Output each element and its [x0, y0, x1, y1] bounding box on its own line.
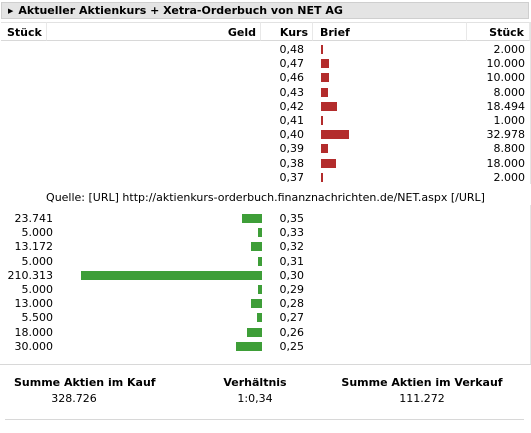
buy-order-row: 210.313 0,30	[0, 269, 531, 283]
ratio-label: Verhältnis	[223, 376, 287, 389]
sell-kurs: 0,40	[279, 128, 305, 142]
sell-volume-bar	[321, 144, 328, 154]
buy-volume-bar	[258, 228, 262, 238]
sell-kurs: 0,39	[279, 142, 305, 156]
sell-volume-bar	[321, 172, 323, 182]
buy-kurs: 0,33	[279, 226, 305, 240]
sell-order-row: 0,47 10.000	[0, 57, 531, 71]
sum-verkauf-label: Summe Aktien im Verkauf	[341, 376, 503, 389]
buy-volume-bar	[81, 270, 262, 280]
divider	[5, 419, 524, 420]
sell-volume-bar	[321, 73, 329, 83]
sell-kurs: 0,37	[279, 170, 305, 184]
sell-volume-bar	[321, 59, 329, 69]
col-geld: Geld	[47, 22, 261, 41]
sell-kurs: 0,48	[279, 43, 305, 56]
sum-verkauf-value: 111.272	[399, 392, 445, 405]
buy-kurs: 0,26	[279, 325, 305, 339]
buy-order-row: 13.000 0,28	[0, 297, 531, 311]
sell-volume-bar	[321, 158, 336, 168]
buy-stueck: 18.000	[14, 325, 54, 339]
buy-order-row: 30.000 0,25	[0, 340, 531, 354]
buy-volume-bar	[236, 341, 262, 351]
col-brief: Brief	[313, 22, 467, 41]
sell-order-row: 0,48 2.000	[0, 43, 531, 57]
sell-order-row: 0,46 10.000	[0, 71, 531, 85]
sell-order-row: 0,43 8.000	[0, 86, 531, 100]
sum-kauf-value: 328.726	[51, 392, 97, 405]
sell-stueck: 1.000	[493, 114, 526, 127]
sell-stueck: 18.000	[486, 156, 526, 170]
sell-kurs: 0,47	[279, 57, 305, 71]
sell-kurs: 0,43	[279, 85, 305, 99]
buy-volume-bar	[258, 285, 262, 294]
buy-kurs: 0,35	[279, 212, 305, 225]
buy-volume-bar	[258, 256, 262, 266]
buy-order-row: 5.500 0,27	[0, 311, 531, 325]
buy-kurs: 0,28	[279, 297, 305, 311]
buy-order-row: 5.000 0,29	[0, 283, 531, 297]
buy-kurs: 0,27	[279, 311, 305, 325]
buy-order-row: 23.741 0,35	[0, 212, 531, 226]
sum-kauf-label: Summe Aktien im Kauf	[14, 376, 156, 389]
col-stueck-left: Stück	[1, 22, 47, 41]
sell-volume-bar	[321, 87, 328, 97]
sell-stueck: 2.000	[493, 43, 526, 56]
buy-kurs: 0,31	[279, 254, 305, 268]
buy-volume-bar	[242, 214, 262, 223]
buy-stueck: 5.500	[21, 311, 54, 325]
buy-order-row: 5.000 0,31	[0, 255, 531, 269]
sell-stueck: 10.000	[486, 57, 526, 71]
buy-stueck: 5.000	[21, 254, 54, 268]
buy-volume-bar	[251, 299, 262, 309]
buy-order-row: 18.000 0,26	[0, 326, 531, 340]
sell-stueck: 8.000	[493, 85, 526, 99]
buy-stueck: 5.000	[21, 283, 54, 296]
buy-volume-bar	[251, 242, 262, 252]
sell-kurs: 0,46	[279, 71, 305, 85]
sell-kurs: 0,42	[279, 99, 305, 113]
sell-stueck: 32.978	[486, 128, 526, 142]
buy-kurs: 0,29	[279, 283, 305, 296]
sell-stueck: 10.000	[486, 71, 526, 85]
sell-volume-bar	[321, 101, 337, 111]
sell-stueck: 2.000	[493, 170, 526, 184]
source-text: Quelle: [URL] http://aktienkurs-orderbuc…	[46, 191, 485, 204]
expand-arrow-icon: ▶	[8, 7, 14, 15]
widget-header[interactable]: ▶ Aktueller Aktienkurs + Xetra-Orderbuch …	[1, 2, 529, 19]
divider	[0, 364, 531, 365]
col-kurs: Kurs	[261, 22, 313, 41]
sell-volume-bar	[321, 45, 323, 54]
sell-volume-bar	[321, 130, 349, 140]
sell-kurs: 0,38	[279, 156, 305, 170]
sell-volume-bar	[321, 116, 323, 125]
buy-kurs: 0,32	[279, 240, 305, 254]
buy-kurs: 0,25	[279, 339, 305, 353]
sell-kurs: 0,41	[279, 114, 305, 127]
sell-order-row: 0,38 18.000	[0, 157, 531, 171]
sell-order-row: 0,37 2.000	[0, 171, 531, 185]
sell-order-row: 0,42 18.494	[0, 100, 531, 114]
sell-stueck: 8.800	[493, 142, 526, 156]
buy-kurs: 0,30	[279, 268, 305, 282]
sell-stueck: 18.494	[486, 99, 526, 113]
buy-stueck: 210.313	[7, 268, 54, 282]
buy-volume-bar	[247, 327, 262, 337]
col-stueck-right: Stück	[467, 22, 530, 41]
ratio-value: 1:0,34	[237, 392, 273, 405]
buy-stueck: 13.172	[14, 240, 54, 254]
widget-title: Aktueller Aktienkurs + Xetra-Orderbuch v…	[18, 4, 343, 17]
buy-order-row: 5.000 0,33	[0, 226, 531, 240]
buy-stueck: 13.000	[14, 297, 54, 311]
buy-volume-bar	[257, 313, 262, 323]
sell-order-row: 0,41 1.000	[0, 114, 531, 128]
buy-stueck: 23.741	[14, 212, 54, 225]
buy-stueck: 30.000	[14, 339, 54, 353]
buy-order-row: 13.172 0,32	[0, 240, 531, 254]
sell-order-row: 0,40 32.978	[0, 128, 531, 142]
sell-order-row: 0,39 8.800	[0, 142, 531, 156]
buy-stueck: 5.000	[21, 226, 54, 240]
